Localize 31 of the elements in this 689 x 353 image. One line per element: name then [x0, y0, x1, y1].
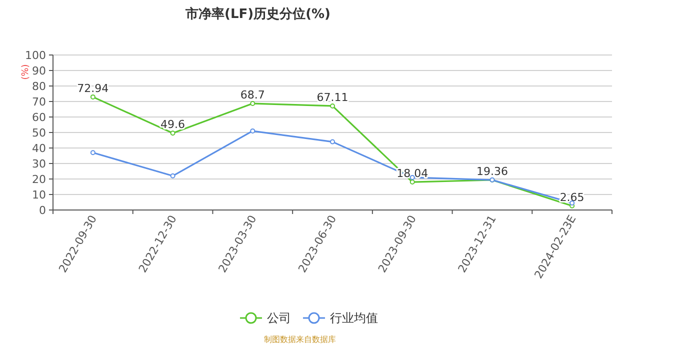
- legend-label: 公司: [267, 311, 291, 325]
- legend-label: 行业均值: [330, 311, 378, 325]
- y-tick-label: 50: [32, 126, 46, 140]
- point: [410, 180, 415, 185]
- y-axis-title: (%): [21, 64, 31, 80]
- data-label: 72.94: [77, 82, 109, 95]
- y-tick-label: 70: [32, 96, 46, 108]
- data-label: 68.7: [240, 88, 265, 102]
- point: [170, 130, 176, 136]
- point: [90, 150, 96, 156]
- point: [170, 173, 176, 178]
- text: 制图数据来自数据库: [264, 335, 336, 344]
- y-tick-label: 90: [32, 64, 46, 78]
- chart-title: 市净率(LF)历史分位(%): [184, 6, 330, 22]
- y-tick-label: 10: [32, 188, 46, 202]
- point: [330, 103, 335, 108]
- y-tick-label: 0: [39, 204, 46, 217]
- y-tick-label: 60: [32, 111, 46, 124]
- y-tick-label: 30: [32, 158, 46, 170]
- point: [330, 139, 335, 144]
- y-tick-label: 80: [32, 80, 46, 93]
- data-label: 67.11: [316, 90, 348, 104]
- data-label: 2.65: [560, 190, 584, 204]
- data-label: 19.36: [476, 164, 508, 178]
- point: [250, 128, 256, 134]
- point: [90, 94, 96, 100]
- y-tick-label: 20: [32, 173, 46, 186]
- y-tick-label: 100: [25, 49, 46, 62]
- y-tick-label: 40: [32, 142, 46, 155]
- data-label: 49.6: [160, 118, 186, 132]
- point: [250, 101, 256, 106]
